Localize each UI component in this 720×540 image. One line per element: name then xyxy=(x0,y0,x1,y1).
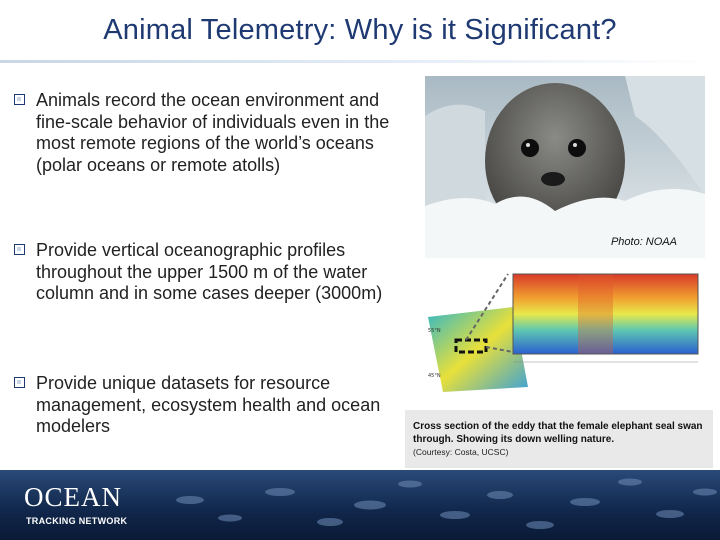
bullet-text: Provide vertical oceanographic profiles … xyxy=(36,240,383,303)
title-divider xyxy=(0,60,720,63)
logo-wordmark: OCEAN xyxy=(24,482,122,512)
ocean-tracking-network-logo: OCEAN TRACKING NETWORK xyxy=(24,482,144,532)
figure-courtesy: (Courtesy: Costa, UCSC) xyxy=(413,447,509,457)
bullet-item: Animals record the ocean environment and… xyxy=(14,90,399,176)
bullet-item: Provide vertical oceanographic profiles … xyxy=(14,240,399,305)
figure-caption: Cross section of the eddy that the femal… xyxy=(413,421,703,445)
bullet-text: Animals record the ocean environment and… xyxy=(36,90,390,175)
photo-credit: Photo: NOAA xyxy=(610,236,677,248)
checkbox-bullet-icon xyxy=(14,94,25,105)
seal-photo xyxy=(425,76,705,258)
checkbox-bullet-icon xyxy=(14,377,25,388)
footer-banner xyxy=(0,470,720,540)
slide-title: Animal Telemetry: Why is it Significant? xyxy=(103,14,617,46)
svg-text:45°N: 45°N xyxy=(428,373,441,379)
svg-text:55°N: 55°N xyxy=(428,328,441,334)
bullet-item: Provide unique datasets for resource man… xyxy=(14,373,399,438)
eddy-cross-section-figure: 55°N 45°N xyxy=(418,262,708,392)
logo-subtitle: TRACKING NETWORK xyxy=(26,516,128,526)
checkbox-bullet-icon xyxy=(14,244,25,255)
figure-caption-panel: Cross section of the eddy that the femal… xyxy=(405,410,713,468)
bullet-text: Provide unique datasets for resource man… xyxy=(36,373,381,436)
